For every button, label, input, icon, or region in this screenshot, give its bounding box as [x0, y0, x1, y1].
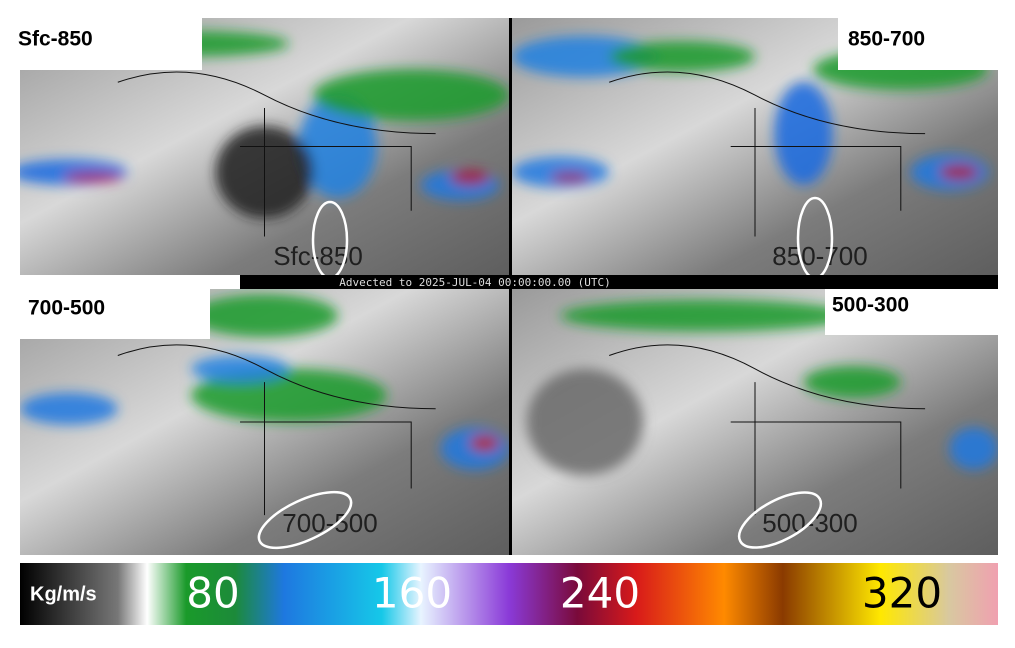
- moisture-plume: [609, 41, 755, 72]
- timestamp-bar: [240, 275, 998, 289]
- panel-label: Sfc-850: [18, 28, 93, 51]
- moisture-plume: [64, 172, 123, 183]
- label-box: [838, 18, 1015, 70]
- map-label: 850-700: [772, 241, 867, 271]
- map-label: 700-500: [282, 508, 377, 538]
- moisture-plume: [939, 164, 979, 180]
- moisture-plume: [526, 368, 644, 476]
- label-box: [20, 289, 210, 339]
- map-panel: 700-500 700-500: [20, 289, 509, 555]
- colorbar-label: 240: [560, 569, 640, 618]
- panel-label: 850-700: [848, 28, 925, 51]
- colorbar-label: 320: [862, 569, 942, 618]
- colorbar-label: 80: [186, 569, 239, 618]
- moisture-plume: [450, 169, 490, 186]
- moisture-plume: [512, 35, 658, 78]
- panel-label: 500-300: [832, 294, 909, 317]
- highlight-ellipse: [257, 490, 353, 550]
- coastline: [609, 71, 926, 237]
- colorbar-unit: Kg/m/s: [30, 583, 97, 605]
- map-panel: 850-700 850-700: [512, 18, 1015, 280]
- coastline: [117, 71, 436, 237]
- moisture-plume: [20, 392, 118, 425]
- moisture-plume: [560, 299, 853, 332]
- highlight-ellipse: [737, 491, 823, 549]
- moisture-plume: [949, 427, 998, 470]
- timestamp: Advected to 2025-JUL-04 00:00:00.00 (UTC…: [339, 276, 611, 289]
- moisture-plume: [803, 366, 901, 399]
- moisture-field: [20, 294, 509, 470]
- moisture-plume: [469, 435, 500, 452]
- moisture-plume: [191, 355, 289, 383]
- panel-label: 700-500: [28, 297, 105, 320]
- moisture-plume: [550, 172, 590, 183]
- moisture-plume: [774, 82, 833, 186]
- colorbar-label: 160: [372, 569, 452, 618]
- moisture-field: [526, 299, 998, 476]
- moisture-plume: [512, 156, 610, 188]
- coastline: [117, 344, 436, 516]
- label-box: [825, 289, 1000, 335]
- label-box: [0, 15, 202, 70]
- colorbar: [20, 563, 998, 625]
- coastline: [609, 344, 926, 516]
- moisture-plume: [191, 294, 338, 337]
- moisture-plume: [313, 69, 509, 121]
